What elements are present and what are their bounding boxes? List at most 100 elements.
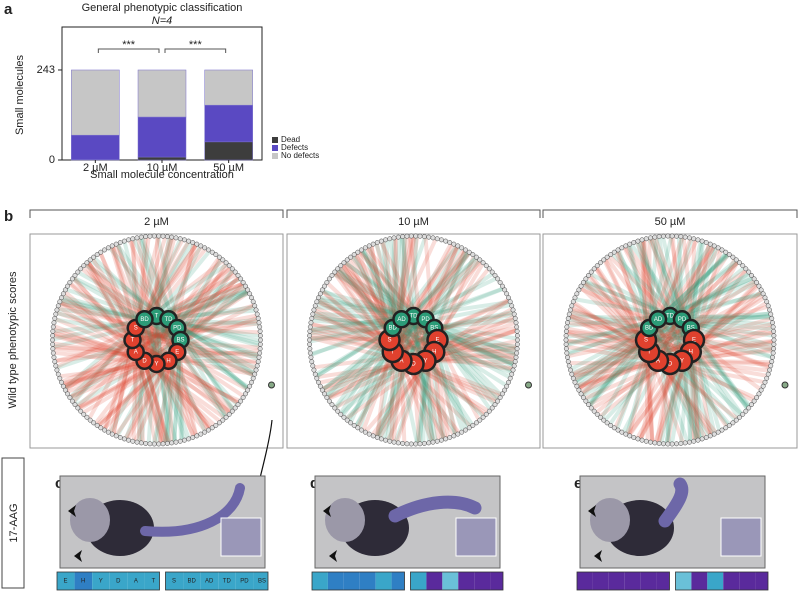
- ring-dot: [426, 234, 432, 240]
- link: [337, 265, 395, 330]
- ring-dot: [566, 311, 572, 317]
- link: [337, 266, 427, 363]
- ring-dot: [190, 435, 196, 440]
- link: [626, 244, 652, 329]
- score-label: H: [81, 579, 85, 585]
- ring-dot: [421, 234, 427, 240]
- ring-dot: [608, 422, 614, 428]
- ring-dot: [65, 391, 70, 397]
- link: [142, 241, 195, 321]
- link: [656, 317, 751, 410]
- y-axis-label: Wild type phenotypic scores: [7, 271, 19, 408]
- link: [374, 318, 428, 439]
- ring-dot: [604, 254, 610, 260]
- link: [142, 360, 171, 444]
- link: [309, 328, 394, 354]
- link: [581, 282, 659, 322]
- ring-dot: [751, 276, 757, 282]
- link: [167, 289, 249, 322]
- ring-dot: [69, 398, 75, 404]
- link: [579, 338, 695, 395]
- link: [680, 245, 717, 321]
- link: [320, 358, 403, 391]
- link: [616, 248, 652, 329]
- ring-dot: [421, 440, 427, 446]
- ring-dot: [758, 287, 764, 293]
- link: [62, 358, 146, 387]
- significance-bracket: [164, 48, 227, 53]
- link: [576, 317, 684, 389]
- ring-dot: [703, 240, 709, 245]
- arrowhead-marker: [594, 550, 602, 562]
- link: [389, 338, 517, 356]
- link: [107, 351, 138, 434]
- node-label: T: [131, 338, 135, 344]
- link: [321, 350, 394, 392]
- ring-dot: [756, 283, 762, 289]
- ring-dot: [121, 238, 127, 244]
- ring-dot: [366, 243, 372, 249]
- ring-dot: [477, 417, 483, 423]
- embryo-head: [325, 498, 365, 542]
- ring-dot: [480, 414, 486, 420]
- node-label: S: [644, 338, 648, 344]
- link: [390, 326, 459, 436]
- arrowhead-marker: [329, 550, 337, 562]
- link: [346, 257, 392, 341]
- ring-dot: [758, 387, 764, 393]
- ring-dot: [569, 303, 575, 309]
- ring-dot: [695, 237, 701, 243]
- link: [135, 326, 259, 366]
- ring-dot: [570, 299, 576, 305]
- ring-dot: [60, 291, 66, 297]
- ring-dot: [220, 257, 226, 263]
- ring-dot: [597, 260, 603, 266]
- ring-dot: [253, 307, 259, 313]
- ring-dot: [661, 441, 666, 447]
- link: [52, 344, 136, 354]
- ring-dot: [138, 440, 144, 446]
- ring-dot: [113, 433, 119, 439]
- link: [391, 251, 472, 354]
- link: [380, 240, 395, 329]
- ring-dot: [400, 440, 406, 446]
- ring-dot: [209, 425, 215, 431]
- link: [581, 326, 692, 398]
- link: [565, 338, 647, 344]
- link: [55, 311, 181, 342]
- ring-dot: [51, 354, 57, 360]
- ring-dot: [255, 315, 261, 321]
- x-tick-label: 10 µM: [147, 162, 178, 174]
- link: [154, 362, 213, 430]
- ring-dot: [574, 291, 580, 297]
- ring-dot: [84, 414, 90, 420]
- link: [669, 275, 754, 318]
- ring-dot: [240, 279, 246, 285]
- link: [154, 243, 198, 365]
- ring-dot: [733, 257, 739, 263]
- link: [167, 287, 249, 322]
- ring-dot: [463, 247, 468, 253]
- link: [656, 244, 716, 362]
- ring-dot: [486, 408, 492, 414]
- ring-dot: [601, 257, 607, 263]
- link: [157, 360, 171, 445]
- node-label: T: [155, 314, 159, 320]
- link: [648, 326, 774, 360]
- link: [80, 266, 179, 354]
- link: [613, 351, 652, 430]
- ring-dot: [134, 439, 140, 445]
- y-tick-label: 243: [37, 64, 55, 76]
- node-label: BD: [645, 326, 654, 332]
- ring-dot: [362, 429, 368, 435]
- ring-dot: [59, 379, 64, 385]
- ring-dot: [308, 320, 314, 326]
- ring-dot: [229, 408, 235, 414]
- link: [350, 255, 404, 321]
- ring-dot: [565, 354, 570, 360]
- ring-dot: [439, 437, 444, 443]
- ring-dot: [502, 287, 508, 293]
- link: [155, 277, 242, 318]
- link: [76, 362, 158, 410]
- ring-dot: [50, 350, 56, 356]
